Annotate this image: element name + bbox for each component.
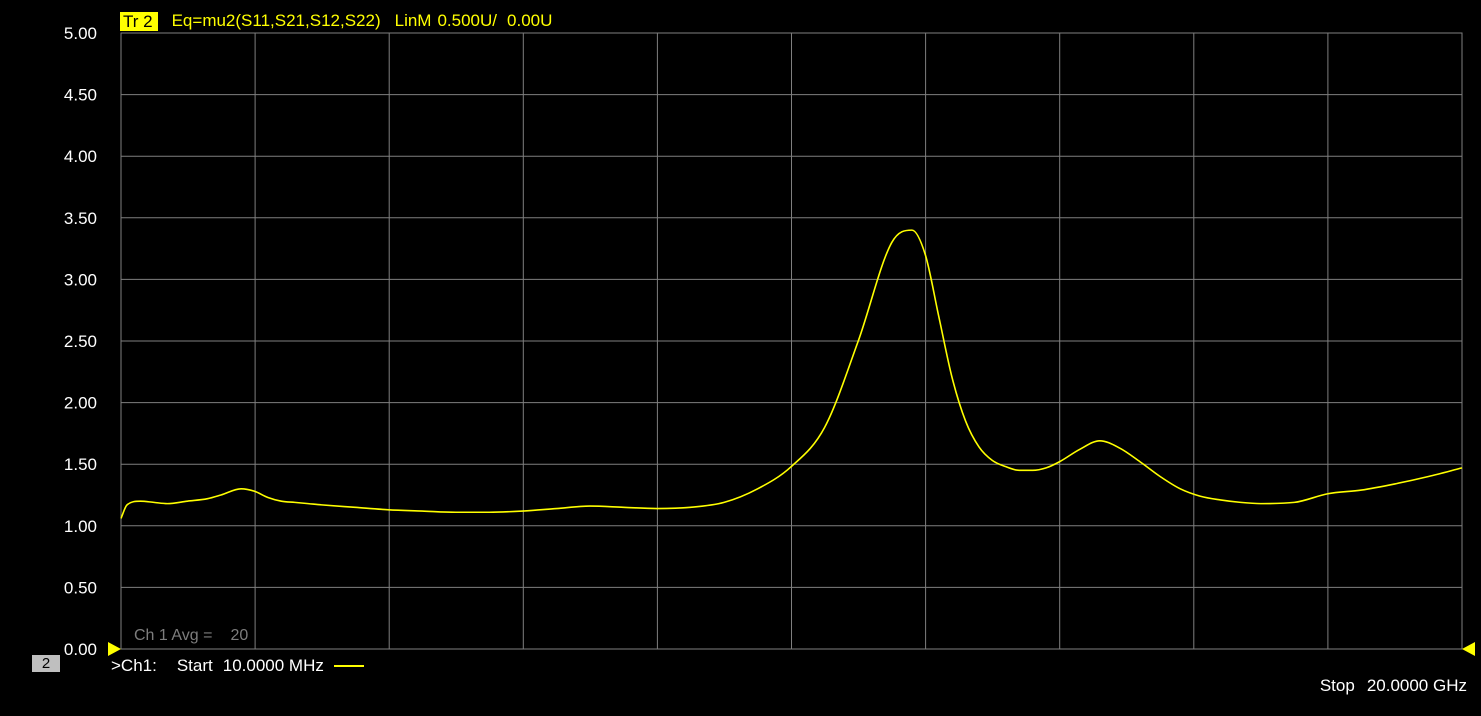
plot-area: 5.00 4.50 4.00 3.50 3.00 2.50 2.00 1.50 1.00 0.50… <box>64 24 1475 659</box>
y-tick-label: 0.00 <box>64 640 97 659</box>
trace-id-badge[interactable]: Tr 2 <box>120 11 158 31</box>
vna-screen: 5.00 4.50 4.00 3.50 3.00 2.50 2.00 1.50 1.00 0.50… <box>32 10 1475 695</box>
y-tick-label: 0.50 <box>64 578 97 597</box>
grid <box>120 32 1463 650</box>
y-tick-label: 4.00 <box>64 147 97 166</box>
trace-reference: 0.00U <box>507 11 553 30</box>
plot-frame <box>120 32 1463 650</box>
stop-label: Stop <box>1319 676 1355 695</box>
trace-header: Tr 2 Eq=mu2(S11,S21,S12,S22) LinM 0.500U… <box>120 10 552 32</box>
channel-label: >Ch1: <box>111 656 157 675</box>
stop-value[interactable]: 20.0000 GHz <box>1366 676 1467 695</box>
footer-start: >Ch1: Start 10.0000 MHz <box>111 656 364 676</box>
trace-scale: 0.500U/ <box>437 11 498 30</box>
y-axis-ticks: 5.00 4.50 4.00 3.50 3.00 2.50 2.00 1.50 1.00 0.50… <box>64 24 97 659</box>
footer-stop: Stop 20.0000 GHz <box>1301 656 1467 716</box>
averaging-status: Ch 1 Avg = 20 <box>134 627 248 645</box>
y-tick-label: 2.50 <box>64 332 97 351</box>
trace-line <box>120 229 1463 519</box>
start-label: Start <box>176 656 213 675</box>
y-tick-label: 2.00 <box>64 394 97 413</box>
trace-legend-line <box>333 665 364 667</box>
y-tick-label: 3.00 <box>64 270 97 289</box>
trace-format: LinM <box>394 11 432 30</box>
averaging-label: Ch 1 Avg = <box>134 627 213 644</box>
y-tick-label: 5.00 <box>64 24 97 43</box>
y-tick-label: 4.50 <box>64 86 97 105</box>
reference-markers <box>108 642 1475 656</box>
y-tick-label: 1.00 <box>64 517 97 536</box>
trace-equation: Eq=mu2(S11,S21,S12,S22) <box>171 11 381 30</box>
y-tick-label: 1.50 <box>64 455 97 474</box>
window-number-badge[interactable]: 2 <box>32 655 60 672</box>
y-tick-label: 3.50 <box>64 209 97 228</box>
start-value[interactable]: 10.0000 MHz <box>222 656 324 675</box>
reference-marker-left[interactable] <box>108 642 121 656</box>
reference-marker-right[interactable] <box>1462 642 1475 656</box>
averaging-value: 20 <box>230 627 249 644</box>
